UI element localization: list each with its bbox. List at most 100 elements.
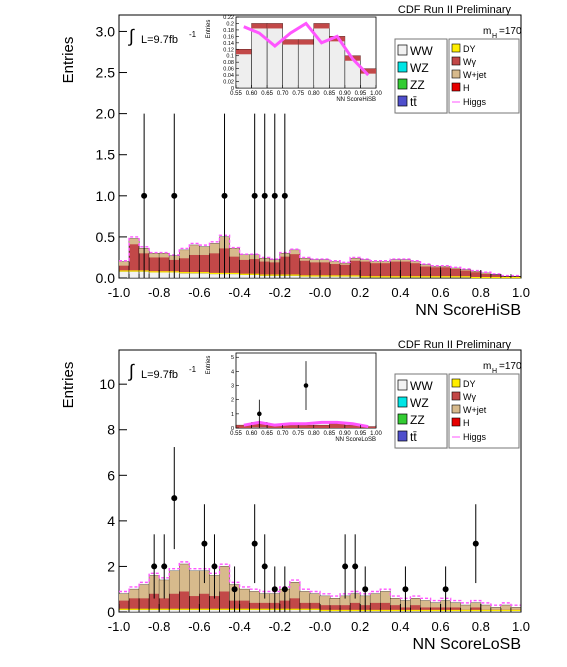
inset-y-tick-label: 2 [231,398,234,404]
chart-panel-2: -1.0 -0.8 -0.6 -0.4 -0.2 -0.0 0.2 0.4 0.6 0.8 1.00… [60,339,530,653]
bar-stack-wjet [199,246,210,255]
bar-stack-wjet [149,253,160,258]
bar-stack-dy [149,608,160,610]
bar-stack-dy [189,608,200,610]
bar-stack-ww [189,272,200,279]
y-tick-label: 1.5 [96,147,116,163]
bar-stack-dy [209,608,220,610]
inset-x-tick-label: 0.60 [246,91,258,97]
bar-stack-ww [329,276,341,279]
mass-label-sub: H [492,33,497,40]
lumi-integral-glyph: ∫ [127,26,135,46]
bar-stack-wjet [249,591,260,603]
x-tick-label: -0.8 [148,285,170,300]
data-point [402,586,409,593]
inset-x-tick-label: 0.65 [261,91,273,97]
legend-label: W+jet [463,70,487,80]
bar-stack-ww [289,275,301,279]
bar-stack-wjet [309,259,320,263]
inset-y-tick-label: 1 [231,412,234,418]
legend-label: H [463,83,470,93]
x-tick-label: 0.8 [472,619,490,634]
bar-stack-dy [320,275,331,277]
inset-bar-top [313,425,330,428]
bar-stack-ww [349,276,361,279]
bar-stack-wjet [460,269,471,271]
bar-stack-dy [370,609,381,612]
bar-stack-ww [189,609,200,613]
legend-swatch [451,56,461,66]
inset-higgs-line [243,420,369,429]
bar-stack-wjet [179,564,190,592]
bar-stack-wjet [229,248,240,257]
x-axis-label: NN ScoreHiSB [415,302,521,319]
bar-stack-wjet [119,261,130,266]
bar-stack-ww [299,609,311,613]
bar-stack-ww [118,271,130,279]
inset-y-tick-label: 0.2 [226,21,234,27]
data-point [251,540,258,547]
bar-stack-dy [350,609,361,612]
bar-stack-dy [129,608,140,610]
bar-stack-wjet [209,243,220,254]
bar-stack-wjet [320,259,331,263]
bar-stack-dy [119,270,130,272]
inset-y-tick-label: 0.02 [223,80,234,86]
data-point [442,586,449,593]
bar-stack-wjet [420,600,431,608]
bar-stack-dy [340,609,351,612]
bar-stack-dy [219,608,230,610]
mass-value: =170 [499,361,522,372]
inset-bar [282,39,299,89]
legend-swatch [397,430,408,442]
legend-label: Higgs [463,97,487,107]
y-tick-label: 0.0 [96,270,116,286]
bar-stack-wjet [500,605,511,610]
x-tick-label: -1.0 [108,285,130,300]
bar-stack-dy [440,276,451,278]
bar-stack-wjet [239,254,250,260]
legend-label: Wγ [463,57,476,67]
bar-stack-dy [289,608,300,610]
inset-x-tick-label: 0.85 [323,431,335,437]
inset-x-tick-label: 1.00 [370,91,382,97]
legend-box-2 [448,38,520,114]
bar-stack-ww [199,272,210,279]
inset-bar-top [298,39,314,45]
data-point [261,192,268,199]
bar-stack-wjet [430,602,441,608]
lumi-exponent: -1 [189,365,197,374]
mass-label: m [483,361,491,372]
legend-swatch [451,43,461,53]
bar-stack-ww [249,609,260,613]
x-tick-label: 0.4 [391,285,409,300]
bar-stack-wjet [420,264,431,267]
legend-label: WW [410,44,433,58]
inset-bar-top [236,49,252,55]
legend-label: ZZ [410,78,425,92]
bar-stack-ww [239,274,250,279]
inset-bar-top [282,425,299,428]
bar-stack-dy [390,276,401,278]
bar-stack-dy [229,272,240,275]
inset-bar-top [236,425,252,428]
bar-stack-dy [239,608,250,610]
y-tick-label: 8 [107,422,115,438]
lumi-exponent: -1 [189,30,197,39]
bar-stack-ww [299,276,311,279]
bar-stack-dy [430,276,441,278]
x-axis-label: NN ScoreLoSB [413,636,522,653]
bar-stack-wjet [330,598,341,606]
y-tick-label: 3.0 [96,23,116,39]
bar-stack-dy [490,609,501,612]
inset-y-tick-label: 0 [231,86,234,92]
bar-stack-ww [229,273,240,279]
y-axis-label: Entries [60,37,77,84]
bar-stack-ww [158,609,170,613]
bar-stack-dy [410,609,421,612]
legend-label: ZZ [410,413,425,427]
bar-stack-wg [369,261,381,279]
bar-stack-dy [179,272,190,274]
bar-stack-wg [349,257,361,279]
data-point [271,192,278,199]
